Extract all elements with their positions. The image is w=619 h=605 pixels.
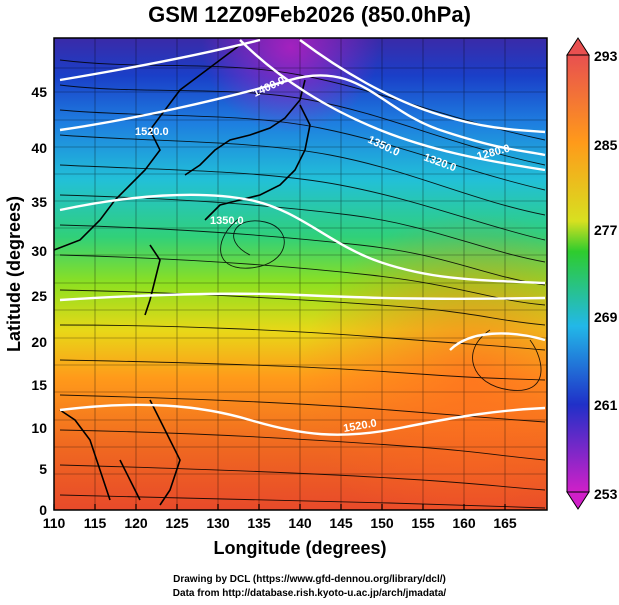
colorbar-tick-label: 285 [594, 137, 618, 153]
y-tick-label: 0 [39, 502, 47, 518]
x-tick-label: 130 [206, 515, 230, 531]
y-tick-label: 15 [31, 377, 47, 393]
x-tick-label: 125 [165, 515, 189, 531]
x-tick-label: 165 [493, 515, 517, 531]
height-contours [59, 38, 546, 436]
wind-streamlines [59, 59, 546, 509]
x-tick-label: 110 [43, 515, 66, 531]
colorbar-tick-label: 253 [594, 486, 618, 502]
x-axis: 110 115 120 125 130 135 140 145 150 155 … [43, 504, 517, 558]
x-tick-label: 145 [329, 515, 353, 531]
colorbar-bottom-arrow [566, 491, 590, 510]
y-tick-label: 45 [31, 84, 47, 100]
x-tick-label: 155 [411, 515, 435, 531]
colorbar-tick-label: 261 [594, 397, 618, 413]
y-tick-label: 25 [31, 288, 47, 304]
x-tick-label: 160 [452, 515, 476, 531]
credit-data-source: Data from http://database.rish.kyoto-u.a… [172, 588, 447, 599]
y-tick-label: 20 [31, 334, 47, 350]
colorbar-top-arrow [566, 37, 590, 56]
colorbar-tick-label: 277 [594, 222, 618, 238]
credit-drawing: Drawing by DCL (https://www.gfd-dennou.o… [173, 574, 446, 585]
coastlines [53, 44, 311, 506]
map-title: GSM 12Z09Feb2026 (850.0hPa) [148, 2, 471, 27]
y-tick-label: 40 [31, 140, 47, 156]
x-axis-title: Longitude (degrees) [213, 538, 386, 558]
y-tick-label: 10 [31, 420, 47, 436]
x-tick-label: 150 [370, 515, 394, 531]
contour-label: 1520.0 [135, 126, 169, 138]
y-tick-label: 5 [39, 461, 47, 477]
x-tick-label: 120 [124, 515, 148, 531]
contour-label: 1350.0 [210, 215, 244, 227]
colorbar: 293 285 277 269 261 253 [566, 37, 618, 510]
colorbar-gradient [566, 54, 590, 493]
x-tick-label: 135 [247, 515, 271, 531]
colorbar-tick-label: 293 [594, 48, 618, 64]
x-tick-label: 115 [84, 515, 107, 531]
y-tick-label: 30 [31, 243, 47, 259]
y-axis: 0 5 10 15 20 25 30 35 40 45 Latitude (de… [4, 84, 47, 518]
y-tick-label: 35 [31, 194, 47, 210]
x-tick-label: 140 [288, 515, 312, 531]
y-axis-title: Latitude (degrees) [4, 196, 24, 352]
grid-lines [54, 38, 547, 510]
colorbar-tick-label: 269 [594, 309, 618, 325]
contour-label: 1520.0 [342, 417, 377, 435]
